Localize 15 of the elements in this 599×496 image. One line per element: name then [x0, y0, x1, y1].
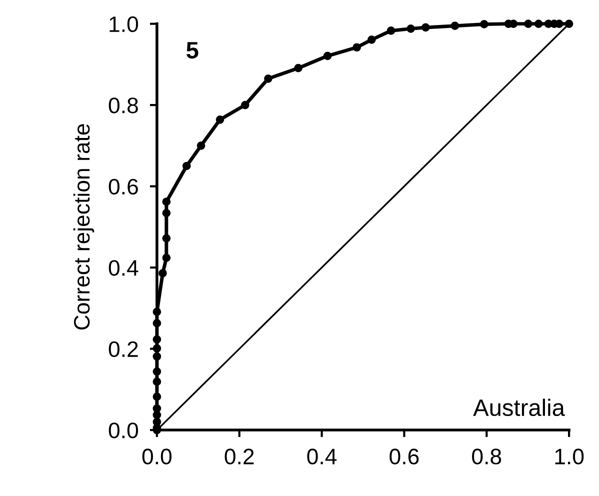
annotation: Australia — [473, 398, 565, 416]
x-tick-label: 0.2 — [224, 448, 254, 464]
x-tick-label: 0.6 — [390, 448, 419, 464]
x-tick-label: 1.0 — [555, 448, 584, 464]
y-axis-title: Correct rejection rate — [73, 124, 94, 330]
y-tick-label: 0.0 — [108, 422, 138, 438]
annotation: 5 — [186, 42, 198, 59]
x-tick-label: 0.8 — [472, 448, 502, 464]
y-tick-label: 0.4 — [108, 260, 138, 276]
x-tick-label: 0.0 — [142, 448, 172, 464]
x-tick-label: 0.4 — [307, 448, 337, 464]
y-tick-label: 1.0 — [110, 16, 138, 32]
y-tick-label: 0.8 — [108, 98, 138, 114]
y-tick-label: 0.2 — [108, 341, 138, 358]
y-tick-label: 0.6 — [108, 178, 138, 195]
